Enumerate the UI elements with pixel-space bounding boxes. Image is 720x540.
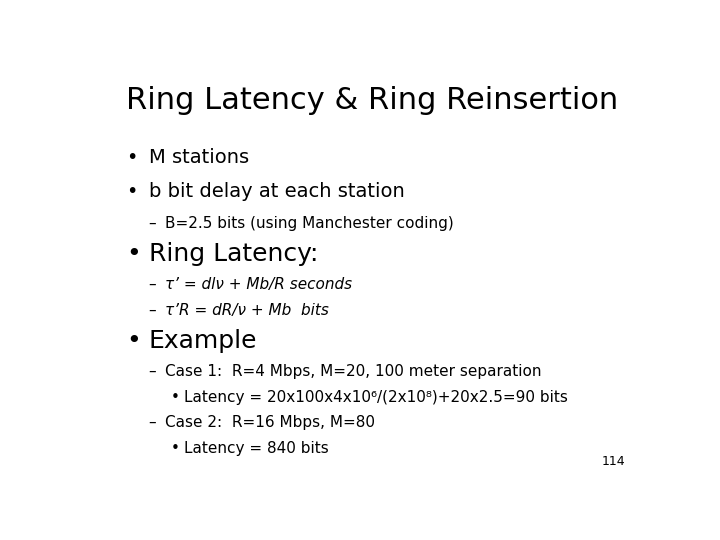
Text: –: – [148, 216, 156, 231]
Text: •: • [171, 390, 180, 405]
Text: •: • [171, 441, 180, 456]
Text: –: – [148, 303, 156, 318]
Text: 114: 114 [602, 455, 626, 468]
Text: –: – [148, 277, 156, 292]
Text: Latency = 840 bits: Latency = 840 bits [184, 441, 328, 456]
Text: τ’ = dlν + Mb/R seconds: τ’ = dlν + Mb/R seconds [166, 277, 353, 292]
Text: •: • [126, 329, 141, 353]
Text: •: • [126, 182, 138, 201]
Text: Ring Latency:: Ring Latency: [148, 242, 318, 266]
Text: M stations: M stations [148, 148, 248, 167]
Text: •: • [126, 148, 138, 167]
Text: τ’R = dR/ν + Mb  bits: τ’R = dR/ν + Mb bits [166, 303, 329, 318]
Text: Example: Example [148, 329, 257, 353]
Text: Latency = 20x100x4x10⁶/(2x10⁸)+20x2.5=90 bits: Latency = 20x100x4x10⁶/(2x10⁸)+20x2.5=90… [184, 390, 567, 405]
Text: Case 2:  R=16 Mbps, M=80: Case 2: R=16 Mbps, M=80 [166, 415, 375, 430]
Text: B=2.5 bits (using Manchester coding): B=2.5 bits (using Manchester coding) [166, 216, 454, 231]
Text: •: • [126, 242, 141, 266]
Text: –: – [148, 364, 156, 379]
Text: Case 1:  R=4 Mbps, M=20, 100 meter separation: Case 1: R=4 Mbps, M=20, 100 meter separa… [166, 364, 542, 379]
Text: b bit delay at each station: b bit delay at each station [148, 182, 405, 201]
Text: –: – [148, 415, 156, 430]
Text: Ring Latency & Ring Reinsertion: Ring Latency & Ring Reinsertion [126, 85, 618, 114]
